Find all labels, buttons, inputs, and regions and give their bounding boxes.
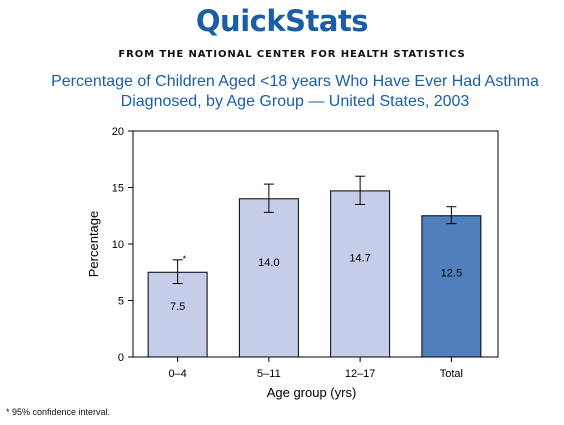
chart-title-line-2: Diagnosed, by Age Group — United States,… (120, 93, 470, 110)
y-tick-label: 5 (118, 296, 124, 308)
y-tick-label: 10 (112, 239, 124, 251)
chart-title-line-1: Percentage of Children Aged <18 years Wh… (51, 73, 539, 90)
x-tick-label: 5–11 (257, 368, 281, 380)
bar (238, 198, 299, 358)
chart-title: Percentage of Children Aged <18 years Wh… (20, 72, 564, 112)
y-tick-label: 0 (118, 352, 124, 364)
bar-value-label: 7.5 (170, 301, 185, 313)
bar (147, 271, 208, 358)
footnote: * 95% confidence interval. (6, 407, 111, 417)
bar-value-label: 12.5 (441, 267, 462, 279)
x-tick-label: Total (440, 368, 463, 380)
bar (421, 215, 482, 358)
bar-value-label: 14.0 (258, 257, 279, 269)
bar-value-label: 14.7 (349, 252, 370, 264)
x-tick-label: 0–4 (168, 368, 186, 380)
x-axis-label: Age group (yrs) (267, 385, 357, 400)
bar (330, 190, 391, 358)
x-tick-label: 12–17 (345, 368, 376, 380)
y-tick-label: 15 (112, 183, 124, 195)
y-axis-label: Percentage (86, 211, 101, 278)
y-tick-label: 20 (112, 126, 124, 138)
ci-marker: * (183, 254, 187, 264)
quickstats-brand: QuickStats (195, 4, 369, 38)
source-line: FROM THE NATIONAL CENTER FOR HEALTH STAT… (118, 49, 466, 60)
